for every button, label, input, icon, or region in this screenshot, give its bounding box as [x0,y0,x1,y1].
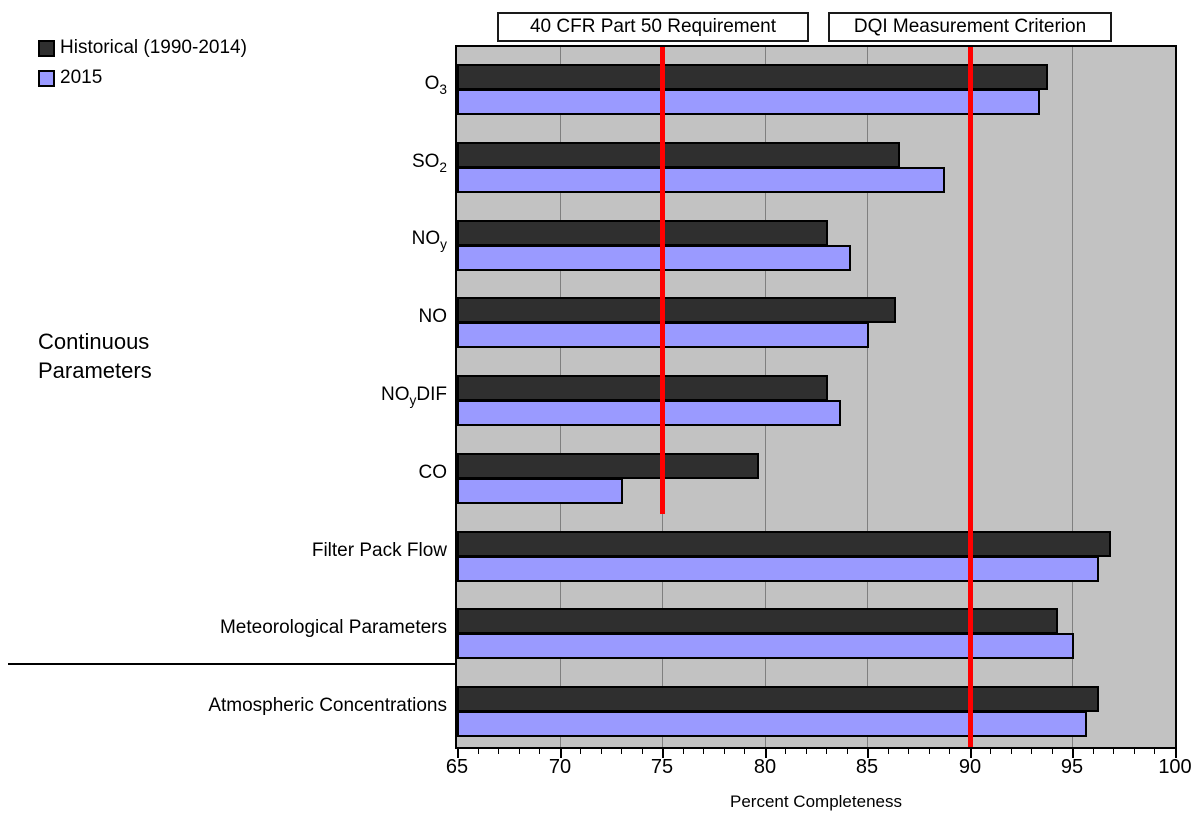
minor-tick-91 [990,749,991,754]
bar-2015-row6 [457,556,1099,582]
bar-historical-row2 [457,220,828,246]
legend-swatch-historical-icon [38,39,55,57]
bar-historical-row5 [457,453,759,479]
major-tick-65 [457,749,459,758]
bar-2015-row8 [457,711,1087,737]
legend-item-historical: Historical (1990-2014) [38,33,247,63]
x-axis-title: Percent Completeness [730,792,902,811]
legend: Historical (1990-2014) 2015 [38,33,247,93]
category-label-row1: SO2 [411,151,447,175]
category-label-row5: CO [418,462,448,483]
tick-label-80: 80 [753,756,777,778]
minor-tick-93 [1031,749,1032,754]
minor-tick-92 [1011,749,1012,754]
major-tick-85 [867,749,869,758]
gridline-85 [867,47,868,747]
minor-tick-79 [744,749,745,754]
bar-historical-row3 [457,297,896,323]
category-label-row8: Atmospheric Concentrations [208,695,447,716]
reference-line-75 [660,47,665,514]
category-label-row0: O3 [424,73,447,97]
minor-tick-72 [601,749,602,754]
minor-tick-67 [498,749,499,754]
bar-historical-row8 [457,686,1099,712]
bar-2015-row7 [457,633,1074,659]
minor-tick-86 [888,749,889,754]
reference-line-90 [968,47,973,747]
bar-2015-row0 [457,89,1040,115]
legend-swatch-2015-icon [38,69,55,87]
category-divider-line [8,663,457,665]
minor-tick-98 [1134,749,1135,754]
bar-2015-row2 [457,245,851,271]
bar-historical-row1 [457,142,900,168]
tick-label-95: 95 [1060,756,1084,778]
minor-tick-74 [642,749,643,754]
minor-tick-69 [539,749,540,754]
minor-tick-89 [949,749,950,754]
annotation-40cfr-requirement: 40 CFR Part 50 Requirement [497,12,809,42]
minor-tick-97 [1113,749,1114,754]
minor-tick-71 [580,749,581,754]
minor-tick-88 [929,749,930,754]
minor-tick-78 [724,749,725,754]
minor-tick-82 [806,749,807,754]
minor-tick-73 [621,749,622,754]
tick-label-65: 65 [445,756,469,778]
bar-2015-row1 [457,167,945,193]
category-label-row7: Meteorological Parameters [219,617,447,638]
tick-label-90: 90 [958,756,982,778]
legend-item-2015: 2015 [38,63,247,93]
minor-tick-77 [703,749,704,754]
annotation-dqi-criterion: DQI Measurement Criterion [828,12,1112,42]
minor-tick-81 [785,749,786,754]
major-tick-75 [662,749,664,758]
minor-tick-66 [478,749,479,754]
minor-tick-68 [519,749,520,754]
major-tick-95 [1072,749,1074,758]
tick-label-75: 75 [650,756,674,778]
tick-label-85: 85 [855,756,879,778]
tick-label-100: 100 [1158,756,1192,778]
bar-historical-row0 [457,64,1048,90]
category-label-row6: Filter Pack Flow [311,540,447,561]
minor-tick-94 [1052,749,1053,754]
category-label-row2: NOy [411,228,447,252]
major-tick-100 [1175,749,1177,758]
minor-tick-83 [826,749,827,754]
minor-tick-96 [1093,749,1094,754]
plot-area [455,45,1177,749]
gridline-95 [1072,47,1073,747]
legend-label-2015: 2015 [60,67,103,88]
tick-label-70: 70 [548,756,572,778]
major-tick-70 [560,749,562,758]
minor-tick-76 [683,749,684,754]
bar-historical-row6 [457,531,1111,557]
bar-2015-row5 [457,478,623,504]
minor-tick-99 [1154,749,1155,754]
minor-tick-87 [908,749,909,754]
major-tick-90 [970,749,972,758]
bar-historical-row4 [457,375,828,401]
continuous-parameters-label: Continuous Parameters [38,329,152,383]
minor-tick-84 [847,749,848,754]
legend-label-historical: Historical (1990-2014) [60,37,247,58]
bar-2015-row4 [457,400,841,426]
category-label-row3: NO [418,306,448,327]
major-tick-80 [765,749,767,758]
category-label-row4: NOyDIF [381,384,447,408]
